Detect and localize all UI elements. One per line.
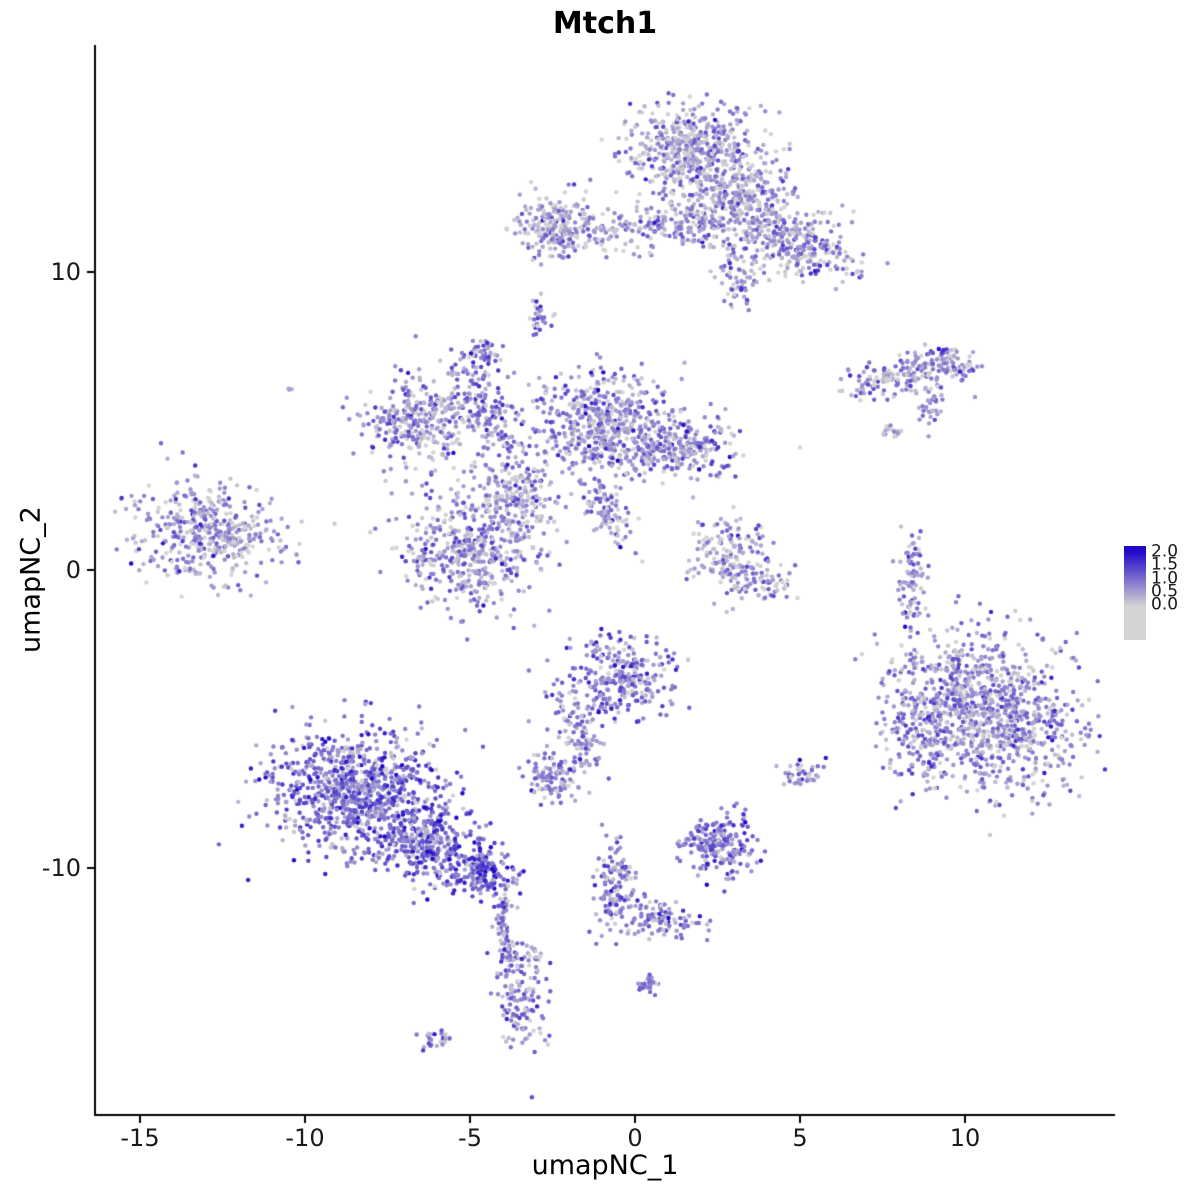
legend-tick-label: 1.0: [1151, 568, 1179, 589]
x-tick-label: -15: [120, 1124, 160, 1152]
x-tick-label: -10: [285, 1124, 325, 1152]
legend-tick-label: 2.0: [1151, 541, 1179, 562]
x-tick-label: 0: [627, 1124, 643, 1152]
expression-legend: 2.0 1.5 1.0 0.5 0.0: [1124, 541, 1200, 646]
x-tick-label: -5: [458, 1124, 482, 1152]
x-axis-title: umapNC_1: [531, 1150, 679, 1181]
y-tick-label: 10: [50, 258, 81, 286]
y-tick-label: -10: [41, 854, 81, 882]
legend-tick-label: 0.5: [1151, 581, 1179, 602]
x-tick-label: 5: [792, 1124, 808, 1152]
legend-tick-label: 0.0: [1151, 594, 1179, 615]
legend-tick-label: 1.5: [1151, 554, 1179, 575]
y-axis-title: umapNC_2: [15, 506, 47, 654]
x-tick-label: 10: [949, 1124, 981, 1152]
plot-title: Mtch1: [552, 6, 658, 41]
y-tick-label: 0: [65, 556, 81, 584]
legend-gradient-bar: [1124, 546, 1146, 640]
